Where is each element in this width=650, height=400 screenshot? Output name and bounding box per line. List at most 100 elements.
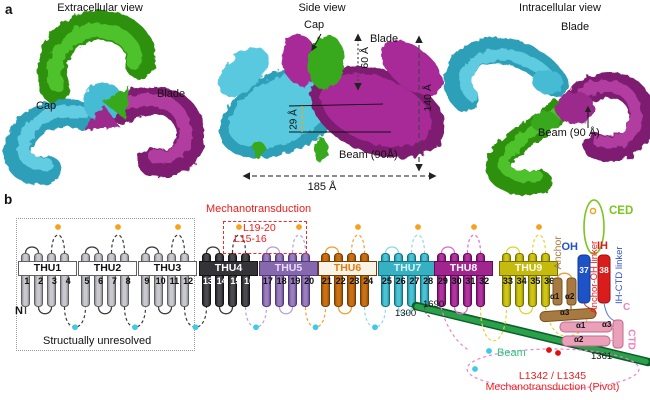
- ced-loop: [583, 199, 605, 255]
- loop-path: [218, 306, 234, 315]
- helix-cylinder: [154, 253, 163, 307]
- ctd-loop-ellipse: [466, 348, 640, 390]
- intracellular-loop-dot: [472, 366, 478, 372]
- extracellular-loop-dot: [115, 224, 121, 230]
- width-dim: 185 Å: [307, 181, 337, 193]
- intracellular-loop-dot: [72, 324, 78, 331]
- helix-cylinder: [81, 253, 90, 307]
- loop-path: [97, 306, 113, 315]
- helix-number: 33: [502, 276, 513, 286]
- helix-cylinder: [528, 253, 537, 307]
- loop-path: [363, 306, 387, 328]
- helix-cylinder: [360, 253, 369, 307]
- offset-dim: 29 Å: [288, 109, 300, 130]
- thu-name-label: THU4: [199, 261, 258, 276]
- panel-b-label: b: [4, 192, 13, 207]
- thu-name-label: THU5: [259, 261, 318, 276]
- pivot-residues: L1342 / L1345: [518, 370, 587, 382]
- extracellular-loop-dot: [236, 224, 242, 230]
- helix-cylinder: [107, 253, 116, 307]
- helix-number: 18: [276, 276, 287, 286]
- loop-path: [337, 306, 353, 315]
- side-cap-label: Cap: [304, 19, 325, 31]
- c-terminus-label: C: [623, 302, 631, 313]
- helix-cylinder: [476, 253, 485, 307]
- extracellular-loop-dot: [296, 224, 302, 230]
- helix-cylinder: [167, 253, 176, 307]
- helix-number: 34: [516, 276, 527, 286]
- loop-path: [384, 246, 400, 254]
- helix-number: 13: [202, 276, 213, 286]
- ctd-label: CTD: [625, 329, 637, 350]
- side-blade-label: Blade: [370, 33, 399, 45]
- thu-name-label: THU8: [434, 261, 493, 276]
- helix-cylinder: [215, 253, 224, 307]
- helix-number: 3: [51, 276, 57, 286]
- helix-numbers: 9 10 11 12: [140, 276, 195, 286]
- helix-number: 35: [530, 276, 541, 286]
- helix-number: 2: [38, 276, 44, 286]
- helix-cylinder: [347, 253, 356, 307]
- intracellular-density: [444, 37, 650, 195]
- ced-label: CED: [609, 205, 634, 217]
- loop-path: [123, 306, 147, 328]
- thu-bundle-thu8: THU8 29 30 31 32: [434, 253, 493, 307]
- ced-loop-dot: [589, 207, 597, 215]
- loop-path: [479, 306, 508, 342]
- side-density: [218, 34, 446, 163]
- thu-name-label: THU3: [138, 261, 197, 276]
- extracellular-density: [3, 10, 205, 185]
- loop-path: [410, 234, 426, 254]
- n-terminus-label: N: [15, 305, 23, 317]
- helix-number: 36: [544, 276, 555, 286]
- helix-cylinder: [202, 253, 211, 307]
- helix-cylinder: [94, 253, 103, 307]
- helix-cylinder: [502, 253, 511, 307]
- anchor-a3-label: α3: [560, 308, 570, 317]
- loop-path: [350, 234, 366, 254]
- helix-number: 25: [381, 276, 392, 286]
- intracellular-loop-dot: [486, 348, 492, 354]
- helix-number: 19: [290, 276, 301, 286]
- extracellular-loop-dot: [415, 224, 421, 230]
- intracellular-loop-dot: [253, 324, 259, 331]
- loop-path: [324, 246, 340, 254]
- ih-ctd-linker-line: [603, 302, 616, 322]
- helix-cylinder: [541, 253, 550, 307]
- helix-cylinder: [450, 253, 459, 307]
- helix-number: 10: [155, 276, 166, 286]
- loop-path: [50, 234, 66, 254]
- loop-path: [278, 306, 294, 315]
- residue-1300: 1300: [395, 308, 417, 319]
- ctd-helix-a2: [561, 335, 611, 347]
- thu9-anchor-loop: [544, 306, 588, 337]
- helix-number: 24: [363, 276, 374, 286]
- loop-path: [466, 234, 482, 254]
- loop-path: [440, 246, 456, 254]
- pivot-residue-dot: [546, 347, 552, 353]
- anchor-oh-linker-line: [583, 302, 595, 311]
- thu-name-label: THU2: [78, 261, 137, 276]
- intracellular-loop-dot: [192, 324, 199, 331]
- mechanotransduction-dashed-box: [223, 221, 307, 254]
- extracellular-loop-dot: [55, 224, 61, 230]
- anchor-oh-linker-label: Anchor-OH linker: [588, 240, 600, 314]
- helix-number: 27: [409, 276, 420, 286]
- thu-bundle-thu4: THU4 13 14 15 16: [199, 253, 258, 307]
- helix-cylinder: [463, 253, 472, 307]
- pivot-caption: Mechanotransduction (Pivot): [485, 381, 620, 393]
- loop-path: [505, 246, 521, 254]
- extracellular-title: Extracellular view: [57, 2, 143, 14]
- intracellular-loop-dot: [132, 324, 138, 331]
- loop-path: [518, 306, 534, 315]
- helix-number: 12: [183, 276, 194, 286]
- helix-cylinder: [437, 253, 446, 307]
- right-assembly: [411, 199, 650, 390]
- helix-number: 7: [111, 276, 117, 286]
- helix-number: 32: [479, 276, 490, 286]
- helix-cylinder: [60, 253, 69, 307]
- loop-path: [170, 234, 186, 254]
